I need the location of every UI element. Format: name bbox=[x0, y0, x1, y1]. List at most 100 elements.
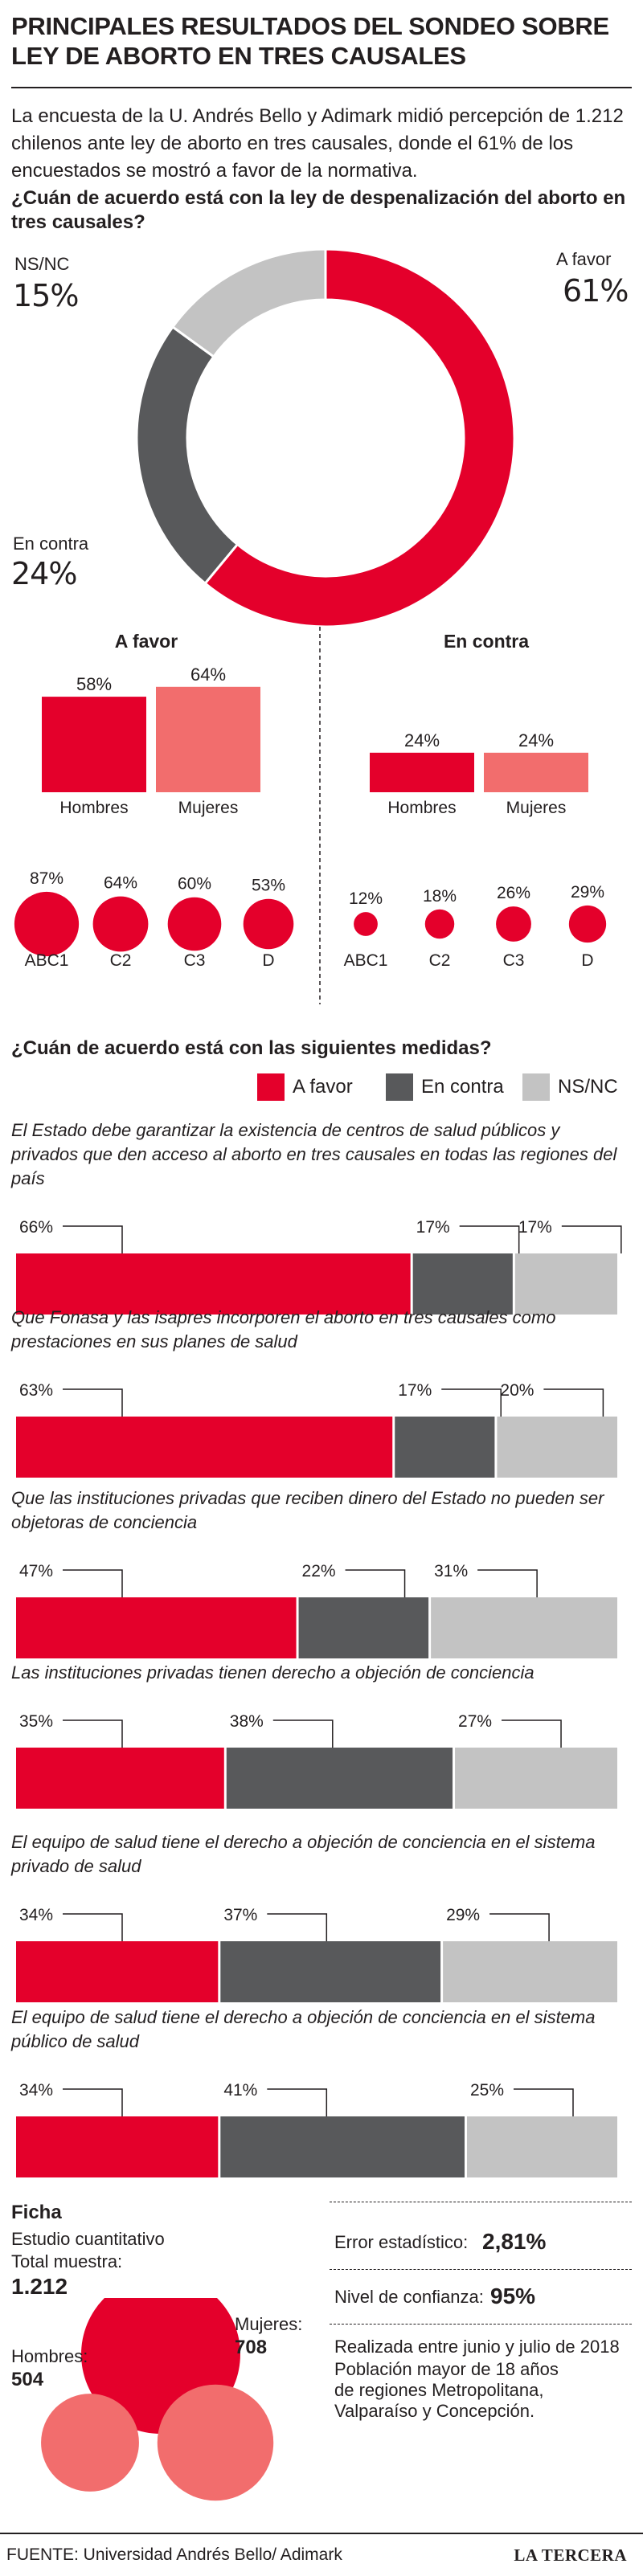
favor-bubble-label: 64% bbox=[104, 874, 137, 893]
medida-segment-label: 17% bbox=[518, 1218, 552, 1237]
medida-segment-label: 35% bbox=[19, 1712, 53, 1731]
medida-leader-line bbox=[63, 1569, 123, 1597]
title-rule bbox=[11, 87, 632, 88]
ficha-bubbles bbox=[41, 2298, 274, 2501]
contra-bubble-category: ABC1 bbox=[344, 951, 388, 970]
donut-slice-contra bbox=[135, 325, 240, 586]
ficha-realizada: Realizada entre junio y julio de 2018 bbox=[334, 2337, 620, 2357]
ficha-confianza-value: 95% bbox=[490, 2284, 536, 2308]
medida-segment-favor bbox=[16, 1748, 224, 1809]
favor-bubble-c2 bbox=[92, 896, 149, 952]
ficha-total-value: 1.212 bbox=[11, 2274, 68, 2299]
medida-segment-label: 34% bbox=[19, 2081, 53, 2100]
favor-bar-hombres bbox=[42, 697, 146, 792]
donut-label-nsnc-value: 15% bbox=[13, 278, 79, 313]
medida-segment-nsnc bbox=[455, 1748, 617, 1809]
footer: FUENTE: Universidad Andrés Bello/ Adimar… bbox=[0, 2533, 643, 2576]
favor-bar-mujeres bbox=[156, 686, 260, 792]
donut-question: ¿Cuán de acuerdo está con la ley de desp… bbox=[11, 187, 626, 233]
favor-bubble-label: 87% bbox=[30, 869, 63, 888]
ficha-tipo: Estudio cuantitativo bbox=[11, 2229, 165, 2249]
medida-segment-label: 22% bbox=[302, 1562, 336, 1580]
medida-question: El equipo de salud tiene el derecho a ob… bbox=[11, 1832, 596, 1876]
medida-segment-label: 41% bbox=[223, 2081, 257, 2100]
legend-swatch-nsnc bbox=[522, 1073, 550, 1101]
favor-bar-label: 58% bbox=[76, 674, 112, 694]
medida-question: Que Fonasa y las isapres incorporen el a… bbox=[11, 1307, 556, 1351]
medida-segment-nsnc bbox=[467, 2116, 617, 2177]
donut-label-favor-name: A favor bbox=[556, 249, 612, 269]
medida-segment-nsnc bbox=[497, 1417, 617, 1478]
medida-segment-label: 66% bbox=[19, 1218, 53, 1237]
favor-bubble-c3 bbox=[167, 897, 222, 951]
contra-bar-hombres bbox=[370, 752, 474, 792]
contra-bubble-label: 26% bbox=[497, 884, 530, 902]
ficha-hombres-label: Hombres: bbox=[11, 2346, 88, 2366]
favor-bubble-abc1 bbox=[14, 891, 80, 957]
medida-segment-contra bbox=[298, 1597, 429, 1658]
contra-bubble-abc1 bbox=[354, 912, 378, 936]
favor-bubble-category: C2 bbox=[110, 951, 132, 970]
contra-bar-label: 24% bbox=[518, 730, 554, 750]
medida-segment-favor bbox=[16, 1253, 411, 1315]
medida-leader-line bbox=[345, 1569, 406, 1597]
medida-segment-favor bbox=[16, 2116, 219, 2177]
medida-leader-line bbox=[63, 1225, 123, 1253]
favor-bars-title: A favor bbox=[115, 631, 178, 652]
medida-segment-label: 38% bbox=[230, 1712, 264, 1731]
medida-question: El equipo de salud tiene el derecho a ob… bbox=[11, 2007, 596, 2051]
medida-segment-nsnc bbox=[514, 1253, 617, 1315]
ficha-divider-3 bbox=[330, 2324, 632, 2325]
contra-bar-category: Hombres bbox=[387, 799, 456, 817]
ficha-bubble-mujeres bbox=[157, 2384, 274, 2501]
footer-brand: LA TERCERA bbox=[514, 2545, 627, 2565]
favor-bubble-label: 53% bbox=[252, 877, 285, 895]
donut-label-contra-name: En contra bbox=[13, 534, 89, 554]
donut-slice-nsnc bbox=[170, 247, 327, 358]
medida-segment-label: 17% bbox=[398, 1381, 432, 1400]
medida-bar-chart: 34% 41% 25% bbox=[16, 2081, 617, 2177]
medida-question: Las instituciones privadas tienen derech… bbox=[11, 1662, 534, 1683]
medida-segment-contra bbox=[220, 2116, 465, 2177]
legend-swatch-favor bbox=[257, 1073, 285, 1101]
medida-leader-line bbox=[489, 1913, 550, 1941]
medida-segment-favor bbox=[16, 1941, 219, 2002]
legend: A favor En contra NS/NC bbox=[257, 1073, 635, 1106]
intro-text: La encuesta de la U. Andrés Bello y Adim… bbox=[11, 105, 624, 182]
ficha-poblacion: Población mayor de 18 años de regiones M… bbox=[334, 2359, 559, 2421]
medida-leader-line bbox=[267, 2088, 328, 2116]
contra-bubble-category: C3 bbox=[503, 951, 525, 970]
favor-bar-category: Hombres bbox=[59, 799, 128, 817]
medida-bar-chart: 47% 22% 31% bbox=[16, 1562, 617, 1658]
ficha-hombres-value: 504 bbox=[11, 2369, 44, 2390]
medida-segment-nsnc bbox=[443, 1941, 617, 2002]
favor-bubble-category: C3 bbox=[184, 951, 206, 970]
medida-segment-contra bbox=[412, 1253, 513, 1315]
favor-bubble-label: 60% bbox=[178, 875, 211, 893]
footer-source: FUENTE: Universidad Andrés Bello/ Adimar… bbox=[6, 2545, 342, 2564]
favor-bar-category: Mujeres bbox=[178, 799, 239, 817]
contra-bubble-label: 12% bbox=[349, 889, 383, 908]
contra-bubble-c3 bbox=[496, 906, 531, 942]
ficha-error-label: Error estadístico: bbox=[334, 2232, 469, 2252]
contra-bar-label: 24% bbox=[404, 730, 440, 750]
medida-leader-line bbox=[543, 1388, 604, 1417]
medida-segment-favor bbox=[16, 1597, 297, 1658]
medida-segment-label: 29% bbox=[446, 1906, 480, 1924]
medida-question: Que las instituciones privadas que recib… bbox=[11, 1488, 604, 1532]
medida-leader-line bbox=[63, 1388, 123, 1417]
medida-segment-label: 63% bbox=[19, 1381, 53, 1400]
ficha-title: Ficha bbox=[11, 2202, 62, 2223]
contra-bubble-label: 18% bbox=[423, 887, 457, 906]
medida-bar-chart: 34% 37% 29% bbox=[16, 1906, 617, 2002]
medida-bar-chart: 35% 38% 27% bbox=[16, 1712, 617, 1809]
legend-swatch-contra bbox=[386, 1073, 413, 1101]
contra-bubble-c2 bbox=[424, 909, 455, 939]
favor-bubble-category: D bbox=[262, 951, 274, 970]
ficha-divider-1 bbox=[330, 2202, 632, 2204]
favor-bar-label: 64% bbox=[190, 664, 226, 685]
medida-segment-label: 34% bbox=[19, 1906, 53, 1924]
donut-label-nsnc-name: NS/NC bbox=[14, 254, 70, 274]
medida-segment-contra bbox=[395, 1417, 495, 1478]
ficha-mujeres-label: Mujeres: bbox=[235, 2314, 303, 2334]
